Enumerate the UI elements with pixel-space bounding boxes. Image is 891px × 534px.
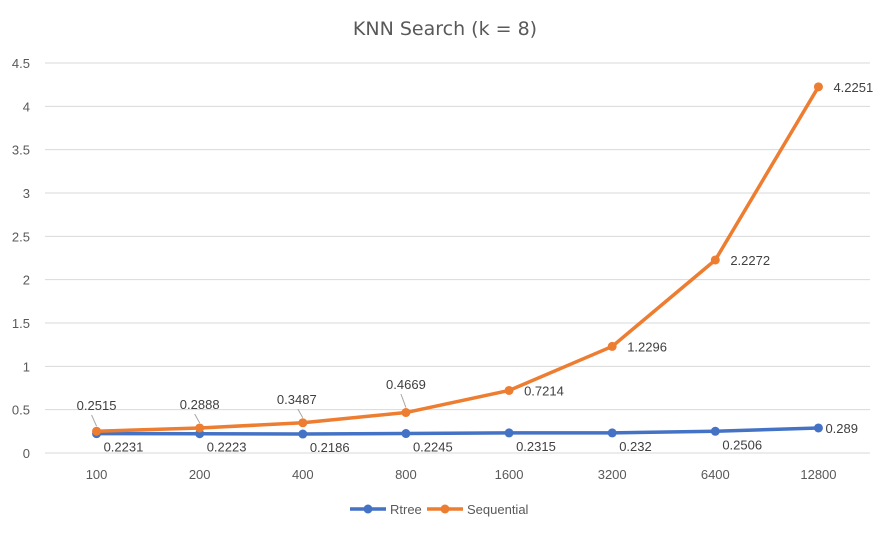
data-label-rtree: 0.2245 [413, 440, 453, 455]
y-tick-label: 3 [23, 186, 30, 201]
legend-swatch-marker [440, 504, 450, 514]
series-lines [92, 82, 823, 439]
data-label-sequential: 0.7214 [524, 383, 564, 398]
y-tick-label: 0.5 [12, 403, 30, 418]
data-label-sequential: 4.2251 [833, 80, 873, 95]
x-tick-label: 100 [86, 467, 108, 482]
x-tick-label: 200 [189, 467, 211, 482]
y-tick-label: 0 [23, 446, 30, 461]
x-tick-label: 400 [292, 467, 314, 482]
data-label-rtree: 0.2231 [104, 440, 144, 455]
leader-line [194, 413, 201, 424]
chart-title: KNN Search (k = 8) [353, 18, 537, 40]
series-line-rtree[interactable] [94, 426, 821, 436]
x-axis-ticks: 100 200 400 800 1600 3200 6400 12800 [86, 467, 837, 482]
data-point-sequential[interactable] [504, 385, 514, 395]
y-tick-label: 1 [23, 359, 30, 374]
data-point-sequential[interactable] [607, 341, 617, 351]
leader-line [400, 393, 407, 408]
data-label-sequential: 1.2296 [627, 339, 667, 354]
x-tick-label: 1600 [495, 467, 524, 482]
data-point-sequential[interactable] [195, 423, 205, 433]
data-point-sequential[interactable] [298, 418, 308, 428]
data-point-sequential[interactable] [401, 408, 411, 418]
x-tick-label: 3200 [598, 467, 627, 482]
y-tick-label: 4.5 [12, 56, 30, 71]
data-point-rtree[interactable] [504, 428, 514, 438]
leader-line [297, 408, 304, 419]
data-label-sequential: 2.2272 [730, 253, 770, 268]
legend-item-sequential[interactable]: Sequential [467, 502, 529, 517]
legend-swatch-marker [363, 504, 373, 514]
data-label-rtree: 0.2315 [516, 439, 556, 454]
y-tick-label: 1.5 [12, 316, 30, 331]
data-point-sequential[interactable] [92, 426, 102, 436]
gridlines [45, 62, 870, 454]
data-point-rtree[interactable] [401, 429, 411, 439]
data-point-rtree[interactable] [813, 423, 823, 433]
data-point-rtree[interactable] [710, 426, 720, 436]
y-tick-label: 2 [23, 273, 30, 288]
data-label-rtree: 0.2186 [310, 440, 350, 455]
x-tick-label: 6400 [701, 467, 730, 482]
data-label-rtree: 0.289 [825, 421, 858, 436]
data-label-sequential: 0.2888 [180, 397, 220, 412]
data-label-sequential: 0.2515 [77, 398, 117, 413]
data-label-sequential: 0.4669 [386, 377, 426, 392]
data-label-rtree: 0.2223 [207, 440, 247, 455]
data-labels: 0.2231 0.2223 0.2186 0.2245 0.2315 0.232 0.250… [77, 80, 874, 455]
data-point-sequential[interactable] [813, 82, 823, 92]
x-tick-label: 12800 [800, 467, 836, 482]
data-point-rtree[interactable] [607, 428, 617, 438]
x-tick-label: 800 [395, 467, 417, 482]
y-tick-label: 3.5 [12, 143, 30, 158]
data-point-sequential[interactable] [710, 255, 720, 265]
data-label-rtree: 0.232 [619, 439, 652, 454]
y-axis-ticks: 0 0.5 1 1.5 2 2.5 3 3.5 4 4.5 [12, 56, 30, 461]
y-tick-label: 4 [23, 99, 30, 114]
legend-item-rtree[interactable]: Rtree [390, 502, 422, 517]
legend[interactable]: Rtree Sequential [350, 502, 529, 517]
data-label-rtree: 0.2506 [722, 437, 762, 452]
y-tick-label: 2.5 [12, 229, 30, 244]
data-label-sequential: 0.3487 [277, 392, 317, 407]
data-point-rtree[interactable] [298, 429, 308, 439]
leader-line [91, 414, 98, 427]
series-line-sequential[interactable] [94, 85, 821, 433]
